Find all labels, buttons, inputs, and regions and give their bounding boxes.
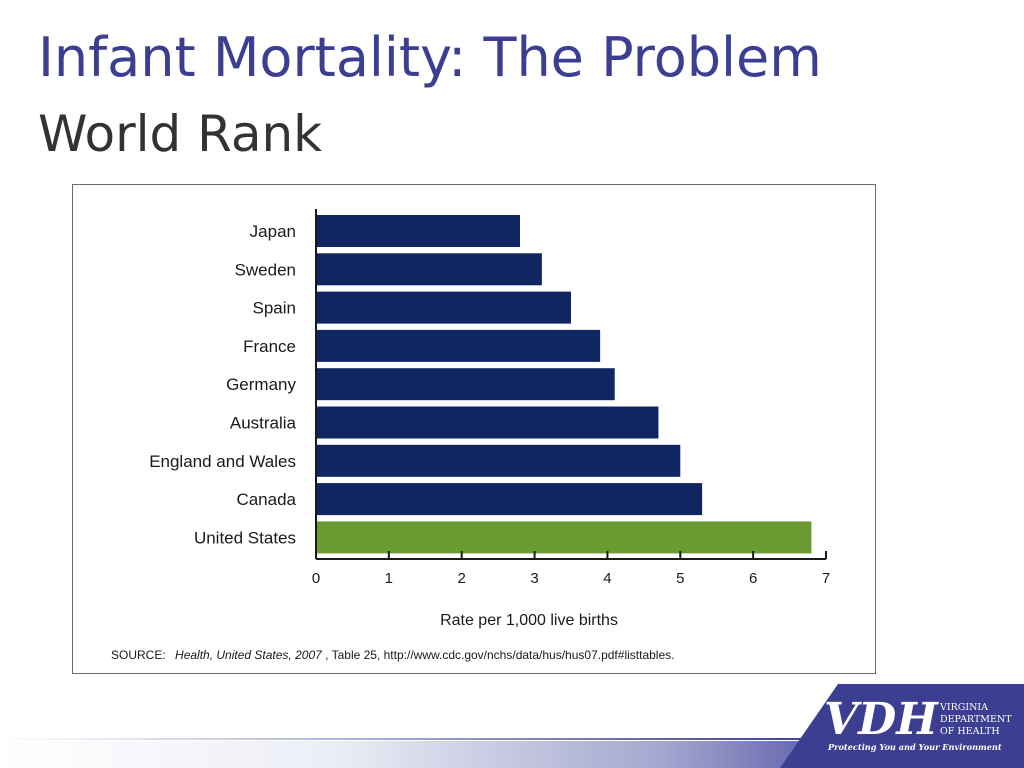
chart-frame: Japan Sweden Spain France Germany Australia En… — [72, 184, 876, 674]
logo-tagline: Protecting You and Your Environment — [827, 742, 1002, 752]
x-tick-label: 7 — [822, 570, 830, 587]
category-labels: Japan Sweden Spain France Germany Australia En… — [149, 222, 296, 547]
logo-line-1: VIRGINIA — [939, 702, 988, 713]
category-label: Sweden — [235, 260, 296, 279]
bar-united-states — [316, 521, 812, 554]
bar-japan — [316, 215, 520, 247]
source-label: SOURCE: — [111, 648, 166, 662]
bar-spain — [316, 291, 571, 324]
category-label: United States — [194, 528, 296, 547]
source-publication: Health, United States, 2007 — [175, 648, 323, 662]
bar-australia — [316, 406, 659, 439]
bar-chart: Japan Sweden Spain France Germany Australia En… — [111, 209, 830, 662]
bar-sweden — [316, 253, 542, 286]
x-tick-label: 6 — [749, 570, 757, 587]
bar-canada — [316, 483, 703, 516]
logo-background — [780, 684, 1024, 768]
bars-layer — [316, 215, 812, 554]
x-tick-label: 2 — [458, 570, 466, 587]
bar-france — [316, 329, 601, 362]
category-label: Japan — [250, 222, 296, 241]
x-axis — [315, 209, 826, 560]
category-label: France — [243, 337, 296, 356]
footer-rule — [0, 738, 820, 740]
logo-line-3: OF HEALTH — [940, 726, 1000, 737]
category-label: Australia — [230, 414, 297, 433]
slide-subtitle: World Rank — [38, 105, 323, 163]
logo-mark: VDH — [824, 694, 939, 745]
category-label: Germany — [226, 375, 296, 394]
x-tick-label: 3 — [530, 570, 538, 587]
category-label: Spain — [253, 299, 296, 318]
x-tick-label: 1 — [385, 570, 393, 587]
category-label: England and Wales — [149, 452, 296, 471]
logo-line-2: DEPARTMENT — [940, 714, 1012, 725]
footer-band — [0, 741, 830, 768]
source-detail: , Table 25, http://www.cdc.gov/nchs/data… — [325, 648, 674, 662]
x-tick-label: 5 — [676, 570, 684, 587]
vdh-logo: VDH VIRGINIA DEPARTMENT OF HEALTH Protec… — [780, 684, 1024, 768]
x-ticks: 0 1 2 3 4 5 6 7 — [312, 551, 830, 587]
category-label: Canada — [236, 490, 296, 509]
x-tick-label: 0 — [312, 570, 320, 587]
bar-germany — [316, 368, 615, 401]
x-axis-title: Rate per 1,000 live births — [440, 612, 618, 629]
bar-england-and-wales — [316, 444, 681, 477]
x-tick-label: 4 — [603, 570, 611, 587]
slide-title: Infant Mortality: The Problem — [38, 26, 822, 89]
source-note: SOURCE: Health, United States, 2007 , Ta… — [111, 648, 674, 662]
